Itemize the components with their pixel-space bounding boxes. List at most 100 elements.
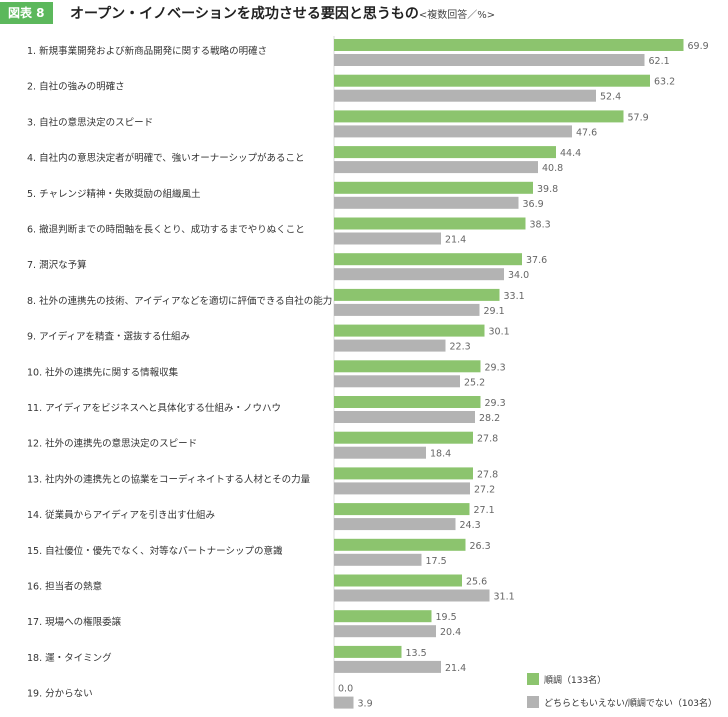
- value-label-series-2: 27.2: [474, 484, 495, 495]
- category-label: 13. 社内外の連携先との協業をコーディネイトする人材とその力量: [27, 473, 311, 485]
- category-label: 19. 分からない: [27, 689, 93, 700]
- category-label: 17. 現場への権限委譲: [27, 616, 122, 628]
- value-label-series-2: 34.0: [508, 270, 529, 281]
- value-label-series-1: 25.6: [466, 577, 487, 588]
- bar-series-1: [334, 431, 473, 444]
- legend-swatch-series-2: [527, 696, 539, 708]
- bar-series-2: [334, 446, 426, 459]
- bar-series-1: [334, 610, 432, 623]
- value-label-series-2: 28.2: [479, 413, 500, 424]
- category-label: 4. 自社内の意思決定者が明確で、強いオーナーシップがあること: [27, 152, 305, 164]
- value-label-series-1: 27.8: [477, 434, 498, 445]
- value-label-series-1: 13.5: [406, 648, 427, 659]
- bar-series-2: [334, 482, 470, 495]
- bar-series-2: [334, 411, 475, 423]
- bar-series-2: [334, 696, 354, 709]
- category-label: 7. 潤沢な予算: [27, 259, 87, 271]
- value-label-series-1: 19.5: [436, 612, 457, 623]
- value-label-series-1: 0.0: [338, 684, 353, 695]
- bar-series-2: [334, 54, 645, 66]
- category-label: 6. 撤退判断までの時間軸を長くとり、成功するまでやりぬくこと: [27, 224, 305, 236]
- value-label-series-2: 47.6: [576, 127, 597, 138]
- chart-title: オープン・イノベーションを成功させる要因と思うもの<複数回答／%>: [70, 3, 495, 23]
- value-label-series-1: 27.8: [477, 469, 498, 480]
- value-label-series-2: 21.4: [445, 663, 466, 674]
- category-label: 11. アイディアをビジネスへと具体化する仕組み・ノウハウ: [27, 402, 281, 414]
- category-label: 1. 新規事業開発および新商品開発に関する戦略の明確さ: [27, 45, 267, 57]
- value-label-series-1: 69.9: [688, 41, 709, 52]
- value-label-series-1: 38.3: [530, 220, 551, 231]
- category-label: 9. アイディアを精査・選抜する仕組み: [27, 331, 190, 343]
- bar-series-1: [334, 574, 462, 587]
- bar-series-2: [334, 553, 422, 566]
- value-label-series-1: 29.3: [485, 362, 506, 373]
- figure-number-badge: 図表 8: [0, 2, 53, 24]
- bar-series-2: [334, 339, 446, 352]
- bar-series-2: [334, 232, 441, 245]
- category-label: 14. 従業員からアイディアを引き出す仕組み: [27, 509, 215, 521]
- bar-series-2: [334, 125, 572, 138]
- value-label-series-2: 62.1: [649, 56, 670, 67]
- bar-series-1: [334, 324, 485, 337]
- bar-series-2: [334, 518, 456, 531]
- value-label-series-1: 26.3: [470, 541, 491, 552]
- bar-series-1: [334, 288, 500, 301]
- bar-series-2: [334, 161, 538, 174]
- bar-series-2: [334, 589, 490, 602]
- value-label-series-2: 52.4: [600, 92, 621, 103]
- bar-series-2: [334, 660, 441, 673]
- value-label-series-1: 63.2: [654, 77, 675, 88]
- bar-series-2: [334, 89, 596, 102]
- legend-swatch-series-1: [527, 673, 539, 685]
- value-label-series-1: 33.1: [504, 291, 525, 302]
- value-label-series-1: 27.1: [474, 505, 495, 516]
- value-label-series-2: 18.4: [430, 449, 451, 460]
- bar-series-1: [334, 503, 470, 516]
- value-label-series-1: 57.9: [628, 112, 649, 123]
- category-label: 12. 社外の連携先の意思決定のスピード: [27, 438, 197, 450]
- bar-series-2: [334, 625, 436, 638]
- bar-series-1: [334, 467, 473, 480]
- category-label: 3. 自社の意思決定のスピード: [27, 116, 153, 128]
- bar-series-2: [334, 196, 519, 209]
- category-label: 18. 運・タイミング: [27, 652, 112, 664]
- value-label-series-2: 29.1: [484, 306, 505, 317]
- bar-series-1: [334, 110, 624, 123]
- chart-title-text: オープン・イノベーションを成功させる要因と思うもの: [70, 6, 419, 22]
- value-label-series-2: 40.8: [542, 163, 563, 174]
- value-label-series-1: 29.3: [485, 398, 506, 409]
- category-label: 2. 自社の強みの明確さ: [27, 81, 125, 93]
- chart-subtitle: <複数回答／%>: [418, 10, 496, 21]
- bar-series-1: [334, 181, 533, 194]
- bar-series-1: [334, 360, 481, 373]
- bar-series-1: [334, 217, 526, 230]
- category-label: 16. 担当者の熱意: [27, 581, 102, 593]
- bar-series-2: [334, 268, 504, 281]
- category-label: 10. 社外の連携先に関する情報収集: [27, 366, 179, 378]
- value-label-series-1: 37.6: [526, 255, 547, 266]
- bar-series-1: [334, 253, 522, 266]
- bar-series-1: [334, 538, 466, 551]
- bar-series-2: [334, 303, 480, 316]
- legend-label-series-1: 順調（133名）: [544, 674, 606, 686]
- value-label-series-2: 24.3: [460, 520, 481, 531]
- value-label-series-2: 20.4: [440, 627, 461, 638]
- bar-series-1: [334, 39, 684, 51]
- bar-series-2: [334, 375, 460, 388]
- value-label-series-1: 44.4: [560, 148, 581, 159]
- bar-series-1: [334, 645, 402, 658]
- value-label-series-2: 25.2: [464, 377, 485, 388]
- value-label-series-2: 3.9: [358, 699, 373, 710]
- value-label-series-1: 39.8: [537, 184, 558, 195]
- value-label-series-2: 31.1: [494, 592, 515, 603]
- value-label-series-2: 36.9: [523, 199, 544, 210]
- category-label: 8. 社外の連携先の技術、アイディアなどを適切に評価できる自社の能力: [27, 295, 332, 307]
- legend-label-series-2: どちらともいえない/順調でない（103名）: [544, 697, 717, 709]
- figure-header: 図表 8 オープン・イノベーションを成功させる要因と思うもの<複数回答／%>: [0, 0, 728, 28]
- value-label-series-2: 22.3: [450, 342, 471, 353]
- value-label-series-1: 30.1: [489, 327, 510, 338]
- bar-series-1: [334, 396, 481, 408]
- category-label: 5. チャレンジ精神・失敗奨励の組織風土: [27, 188, 201, 200]
- value-label-series-2: 17.5: [426, 556, 447, 567]
